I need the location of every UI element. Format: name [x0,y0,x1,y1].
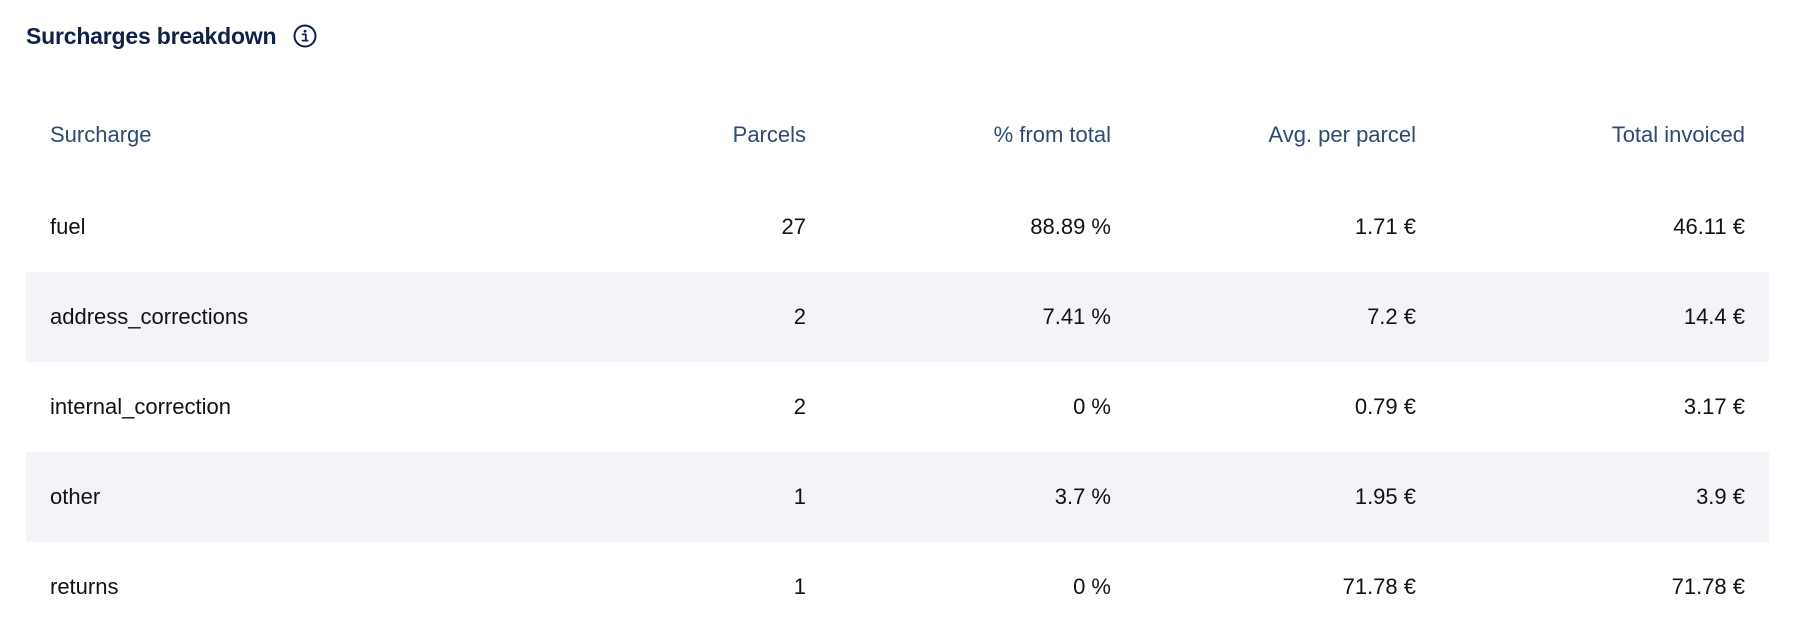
table-header: Surcharge Parcels % from total Avg. per … [26,90,1769,182]
cell-surcharge: returns [50,574,119,599]
column-header-surcharge[interactable]: Surcharge [50,122,152,147]
table-row: fuel 27 88.89 % 1.71 € 46.11 € [26,182,1769,272]
column-header-total-invoiced[interactable]: Total invoiced [1611,122,1745,147]
cell-parcels: 1 [793,574,806,599]
cell-parcels: 2 [526,272,830,362]
cell-percent-from-total: 88.89 % [1030,214,1111,239]
cell-total-invoiced: 3.17 € [1683,394,1745,419]
table-row: returns 1 0 % 71.78 € 71.78 € [26,542,1769,632]
cell-avg-per-parcel: 7.2 € [1135,272,1440,362]
cell-parcels: 2 [793,394,806,419]
cell-total-invoiced: 46.11 € [1673,214,1745,239]
cell-percent-from-total: 3.7 % [830,452,1135,542]
cell-total-invoiced: 3.9 € [1440,452,1769,542]
cell-avg-per-parcel: 0.79 € [1354,394,1416,419]
table-header-row: Surcharge Parcels % from total Avg. per … [26,90,1769,182]
surcharges-table-wrapper: Surcharge Parcels % from total Avg. per … [26,90,1769,632]
table-row: other 1 3.7 % 1.95 € 3.9 € [26,452,1769,542]
table-row: address_corrections 2 7.41 % 7.2 € 14.4 … [26,272,1769,362]
column-header-avg-per-parcel[interactable]: Avg. per parcel [1268,122,1416,147]
cell-avg-per-parcel: 1.95 € [1135,452,1440,542]
cell-avg-per-parcel: 1.71 € [1354,214,1416,239]
info-circle-icon-svg [293,24,317,48]
cell-total-invoiced: 71.78 € [1671,574,1745,599]
panel-header: Surcharges breakdown [26,18,318,54]
cell-surcharge: address_corrections [26,272,526,362]
cell-percent-from-total: 0 % [1073,394,1111,419]
cell-percent-from-total: 0 % [1073,574,1111,599]
cell-surcharge: other [26,452,526,542]
column-header-percent-from-total[interactable]: % from total [993,122,1111,147]
cell-parcels: 27 [781,214,806,239]
cell-surcharge: fuel [50,214,86,239]
surcharges-table: Surcharge Parcels % from total Avg. per … [26,90,1769,632]
table-row: internal_correction 2 0 % 0.79 € 3.17 € [26,362,1769,452]
cell-percent-from-total: 7.41 % [830,272,1135,362]
panel-title: Surcharges breakdown [26,22,277,49]
cell-surcharge: internal_correction [50,394,231,419]
cell-avg-per-parcel: 71.78 € [1342,574,1416,599]
cell-parcels: 1 [526,452,830,542]
info-circle-icon[interactable] [292,23,318,49]
cell-total-invoiced: 14.4 € [1440,272,1769,362]
table-body: fuel 27 88.89 % 1.71 € 46.11 € address_c… [26,182,1769,632]
column-header-parcels[interactable]: Parcels [732,122,806,147]
